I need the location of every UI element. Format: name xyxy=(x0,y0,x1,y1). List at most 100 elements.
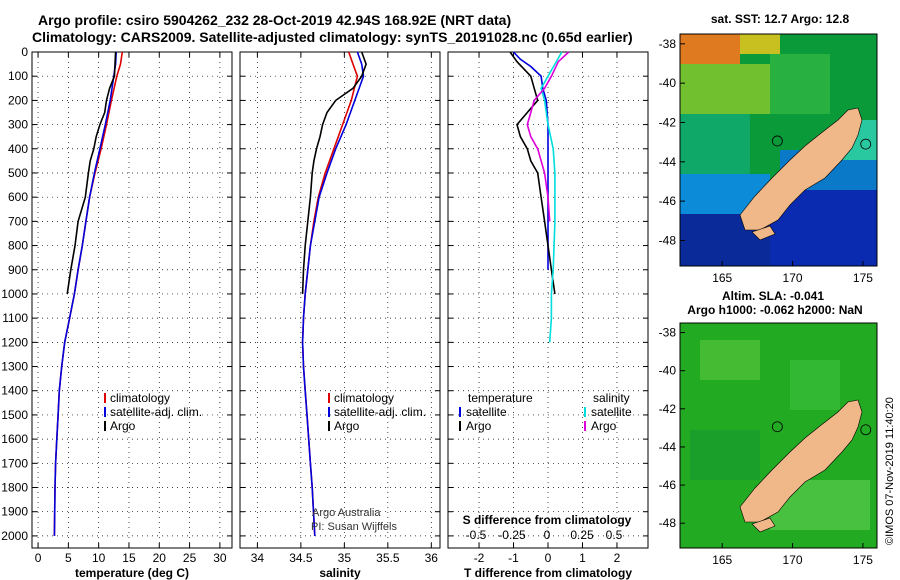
difference-xtick-label: -1 xyxy=(508,551,519,565)
temperature-ytick-label: 1400 xyxy=(1,384,28,398)
salinity-xtick-label: 35.5 xyxy=(376,551,400,565)
sst-map-title: sat. SST: 12.7 Argo: 12.8 xyxy=(711,12,850,26)
sla-map-frame xyxy=(679,322,878,549)
temperature-xtick-label: 0 xyxy=(35,551,42,565)
temperature-xtick-label: 30 xyxy=(213,551,227,565)
temperature-ytick-label: 300 xyxy=(8,118,28,132)
temperature-ytick-label: 200 xyxy=(8,93,28,107)
diff-s-xtick-label: -0.25 xyxy=(498,528,526,542)
temperature-ytick-label: 1000 xyxy=(1,287,28,301)
sst_map-ytick-label: -42 xyxy=(659,115,677,129)
temperature-ytick-label: 100 xyxy=(8,69,28,83)
diff-s-xlabel: S difference from climatology xyxy=(463,513,632,527)
difference-xlabel: T difference from climatology xyxy=(464,566,632,580)
sla_map-xtick-label: 175 xyxy=(853,553,873,567)
sla-map-title: Altim. SLA: -0.041 xyxy=(722,289,824,303)
temperature-ytick-label: 1900 xyxy=(1,505,28,519)
sst-map-land xyxy=(739,107,863,231)
sla_map-ref-marker xyxy=(860,424,872,436)
salinity-xtick-label: 34 xyxy=(251,551,265,565)
temperature-ytick-label: 1700 xyxy=(1,456,28,470)
credit-line-1: Argo Australia xyxy=(312,507,381,519)
sla-map-land xyxy=(739,399,863,523)
sal-legend-label: satellite-adj. clim. xyxy=(334,405,426,419)
sst_map-ytick-label: -48 xyxy=(659,233,677,247)
temperature-xtick-label: 25 xyxy=(183,551,197,565)
sla_map-ytick-label: -44 xyxy=(659,440,677,454)
difference-xtick-label: 2 xyxy=(614,551,621,565)
diff-legend-title-s: salinity xyxy=(593,391,630,405)
sla_map-xtick-label: 165 xyxy=(712,553,732,567)
sst-map-field xyxy=(680,34,877,266)
temperature-ytick-label: 1600 xyxy=(1,432,28,446)
temperature-ytick-label: 800 xyxy=(8,239,28,253)
temperature-series-satellite-adj-clim- xyxy=(53,51,117,536)
difference-series-s-satellite xyxy=(540,51,563,343)
sst-map-frame xyxy=(679,33,878,267)
temperature-xtick-label: 20 xyxy=(153,551,167,565)
sal-legend-label: Argo xyxy=(334,419,360,433)
temperature-ytick-label: 700 xyxy=(8,214,28,228)
temperature-ytick-label: 400 xyxy=(8,142,28,156)
sst_map-xtick-label: 170 xyxy=(783,271,803,285)
title-line-1: Argo profile: csiro 5904262_232 28-Oct-2… xyxy=(38,12,511,28)
difference-series-t-satellite xyxy=(512,51,549,270)
sla-map-subtitle: Argo h1000: -0.062 h2000: NaN xyxy=(687,303,862,317)
sst_map-xtick-label: 175 xyxy=(853,271,873,285)
sst_map-ytick-label: -40 xyxy=(659,76,677,90)
temperature-ytick-label: 1500 xyxy=(1,408,28,422)
temperature-series-argo xyxy=(66,51,117,295)
difference-panel: -2 -1 0 1 2T difference from climatology temp… xyxy=(447,51,649,580)
diff-legend-title-t: temperature xyxy=(468,391,533,405)
sla_map-ytick-label: -46 xyxy=(659,478,677,492)
salinity-series-argo xyxy=(301,51,367,295)
difference-xtick-label: 0 xyxy=(545,551,552,565)
sla-map-panel: Altim. SLA: -0.041 Argo h1000: -0.062 h2… xyxy=(659,289,878,567)
temperature-xtick-label: 5 xyxy=(65,551,72,565)
sla_map-ytick-label: -42 xyxy=(659,402,677,416)
difference-series-s-argo xyxy=(526,51,570,222)
sst_map-ref-marker xyxy=(860,138,872,150)
salinity-frame xyxy=(239,51,441,549)
temperature-xtick-label: 10 xyxy=(92,551,106,565)
diff-legend-label: satellite xyxy=(591,405,632,419)
temperature-ytick-label: 1100 xyxy=(2,311,28,325)
difference-xtick-label: 1 xyxy=(579,551,586,565)
sst-map-axes: 165 170 175 -38 -40 -42 -44 -46 -48 xyxy=(659,37,874,285)
sst-map-island xyxy=(751,225,776,241)
temperature-ytick-label: 1800 xyxy=(1,481,28,495)
temp-legend-label: satellite-adj. clim. xyxy=(110,405,202,419)
salinity-xtick-label: 34.5 xyxy=(289,551,313,565)
difference-series-t-argo xyxy=(509,51,556,295)
diff-s-xtick-label: 0.25 xyxy=(570,528,594,542)
temperature-ytick-label: 2000 xyxy=(1,529,28,543)
salinity-series-satellite-adj-clim- xyxy=(301,51,365,536)
sla_map-ytick-label: -48 xyxy=(659,516,677,530)
diff-s-xtick-label: -0.5 xyxy=(466,528,487,542)
sal-legend-label: climatology xyxy=(334,391,394,405)
temperature-ytick-label: 600 xyxy=(8,190,28,204)
credit-line-2: PI: Susan Wijffels xyxy=(311,521,397,533)
temp-legend-label: Argo xyxy=(110,419,136,433)
difference-xtick-label: -2 xyxy=(474,551,485,565)
salinity-panel: 34 34.5 35 35.5 36 salinity climatologysatelli… xyxy=(239,51,441,580)
temperature-ytick-label: 900 xyxy=(8,263,28,277)
temperature-xtick-label: 15 xyxy=(122,551,136,565)
title-line-2: Climatology: CARS2009. Satellite-adjuste… xyxy=(32,29,633,45)
sla-map-axes: 165 170 175 -38 -40 -42 -44 -46 -48 xyxy=(659,326,874,567)
diff-legend-label: Argo xyxy=(466,419,492,433)
salinity-xlabel: salinity xyxy=(319,566,361,580)
temperature-ytick-label: 500 xyxy=(8,166,28,180)
sla-map-island xyxy=(751,517,776,533)
sla_map-ytick-label: -38 xyxy=(659,326,677,340)
sst_map-argo-marker xyxy=(771,135,783,147)
temperature-panel: 0 5 10 15 20 25 300100200300400500600700800900… xyxy=(1,45,233,580)
sla_map-argo-marker xyxy=(771,421,783,433)
salinity-xtick-label: 36 xyxy=(425,551,439,565)
sst_map-xtick-label: 165 xyxy=(712,271,732,285)
timestamp-stamp: ©IMOS 07-Nov-2019 11:40:20 xyxy=(884,397,896,545)
sst_map-ytick-label: -44 xyxy=(659,155,677,169)
sla-map-field xyxy=(680,323,877,548)
diff-legend-label: satellite xyxy=(466,405,507,419)
